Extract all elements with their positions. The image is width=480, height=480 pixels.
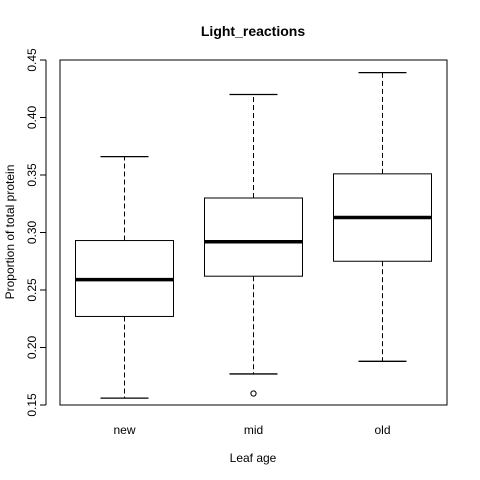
interquartile-box	[204, 197, 303, 277]
box-old	[333, 72, 432, 362]
outlier-point	[250, 390, 257, 397]
chart-title: Light_reactions	[201, 23, 305, 39]
y-tick-label: 0.30	[25, 220, 39, 244]
x-tick-label: mid	[244, 423, 263, 437]
x-axis-label: Leaf age	[230, 451, 277, 465]
y-tick-label: 0.35	[25, 163, 39, 187]
y-tick-label: 0.40	[25, 105, 39, 129]
y-axis: 0.15 0.20 0.25 0.30 0.35 0.40 0.45	[25, 48, 47, 417]
x-tick-label: old	[374, 423, 390, 437]
x-axis: new mid old	[113, 423, 390, 437]
y-tick-label: 0.45	[25, 48, 39, 72]
box-mid	[204, 93, 303, 397]
y-tick-label: 0.20	[25, 335, 39, 359]
plot-area-frame	[59, 59, 448, 406]
y-tick-label: 0.25	[25, 278, 39, 302]
box-new	[75, 155, 174, 399]
box-series	[75, 72, 432, 399]
y-axis-label: Proportion of total protein	[3, 165, 17, 300]
x-tick-label: new	[113, 423, 135, 437]
y-tick-label: 0.15	[25, 393, 39, 417]
